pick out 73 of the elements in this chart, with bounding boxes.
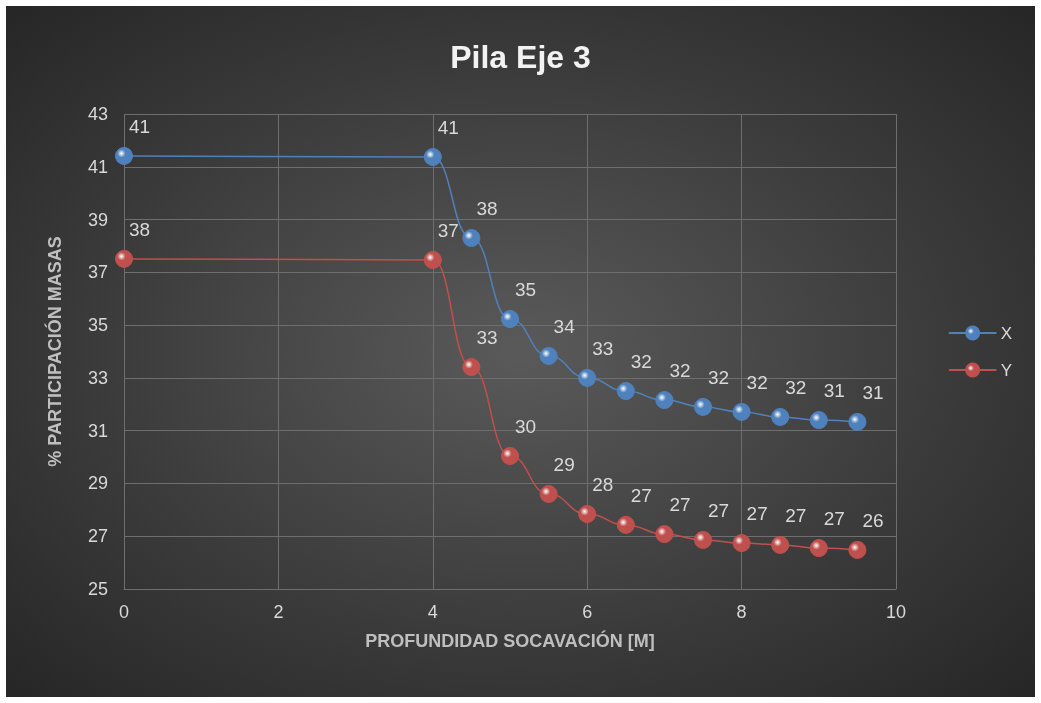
point <box>694 530 712 549</box>
y-tick-label: 35 <box>87 315 108 336</box>
point <box>501 310 519 329</box>
point <box>616 515 635 534</box>
data-label: 27 <box>785 504 807 526</box>
data-label: 31 <box>862 381 884 403</box>
point <box>501 447 519 465</box>
data-label: 38 <box>129 218 151 240</box>
data-label: 32 <box>746 371 768 393</box>
data-label: 27 <box>708 499 730 521</box>
point <box>694 397 712 416</box>
data-label: 32 <box>669 360 691 382</box>
point <box>423 250 442 269</box>
x-tick-label: 2 <box>273 602 284 622</box>
y-axis-title: % PARTICIPACIÓN MASAS <box>44 236 65 467</box>
point <box>616 382 635 401</box>
data-label: 41 <box>129 115 151 137</box>
y-tick-label: 33 <box>87 367 108 388</box>
point <box>848 412 867 431</box>
data-label: 29 <box>553 454 575 475</box>
y-tick-label: 43 <box>87 104 108 124</box>
point <box>115 146 133 165</box>
data-label: 27 <box>630 484 652 506</box>
point <box>462 229 481 248</box>
data-label: 31 <box>823 380 845 402</box>
point <box>655 391 674 410</box>
point <box>848 540 867 559</box>
data-label: 27 <box>669 494 691 516</box>
x-tick-label: 8 <box>736 602 747 622</box>
data-label: 35 <box>515 279 537 301</box>
legend-label: X <box>1000 323 1012 343</box>
point <box>115 249 133 268</box>
x-tick-label: 6 <box>582 602 593 622</box>
point <box>539 485 558 503</box>
data-label: 28 <box>592 474 614 496</box>
data-label: 33 <box>592 337 614 359</box>
data-label: 32 <box>630 351 652 373</box>
point <box>462 358 481 377</box>
data-label: 27 <box>823 508 845 530</box>
point <box>771 535 790 554</box>
y-tick-label: 25 <box>87 579 108 599</box>
point <box>539 346 558 365</box>
point <box>655 525 674 544</box>
y-tick-label: 29 <box>87 473 108 494</box>
data-label: 26 <box>862 509 884 531</box>
y-tick-label: 39 <box>87 209 108 230</box>
y-tick-label: 37 <box>87 262 108 283</box>
point <box>732 402 751 421</box>
point <box>578 505 597 524</box>
data-label: 41 <box>437 117 459 139</box>
x-tick-label: 4 <box>427 602 438 622</box>
y-tick-label: 27 <box>87 526 108 547</box>
point <box>732 534 751 553</box>
point <box>771 407 790 426</box>
data-label: 30 <box>515 416 537 437</box>
data-label: 33 <box>476 327 498 349</box>
chart-title: Pila Eje 3 <box>450 39 591 75</box>
x-axis-title: PROFUNDIDAD SOCAVACIÓN [M] <box>365 630 655 651</box>
data-label: 32 <box>785 376 807 398</box>
x-tick-label: 0 <box>118 602 130 622</box>
point <box>809 411 828 430</box>
x-tick-label: 10 <box>885 602 907 622</box>
data-label: 27 <box>746 503 768 525</box>
legend-label: Y <box>1000 360 1012 380</box>
data-label: 37 <box>437 219 459 241</box>
point <box>578 368 597 387</box>
point <box>423 148 442 167</box>
data-label: 32 <box>708 366 730 388</box>
y-tick-label: 41 <box>87 156 108 177</box>
data-label: 38 <box>476 198 498 220</box>
y-tick-label: 31 <box>87 420 108 441</box>
point <box>809 539 828 558</box>
data-label: 34 <box>553 315 576 337</box>
